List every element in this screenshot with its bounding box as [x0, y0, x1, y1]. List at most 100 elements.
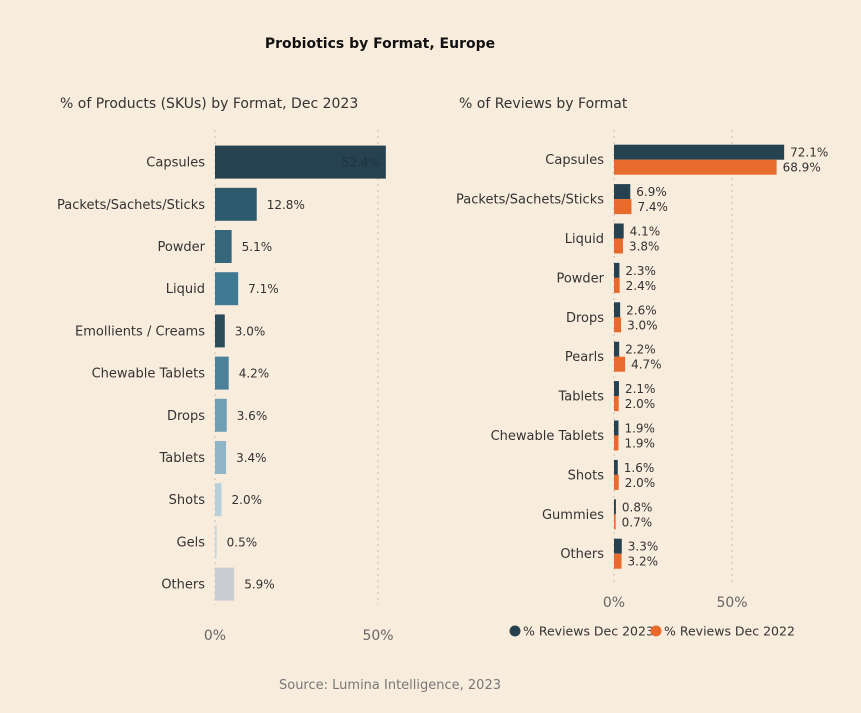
- right-category-label: Gummies: [542, 508, 604, 523]
- right-chart-title: % of Reviews by Format: [459, 96, 628, 112]
- left-x-tick-label: 50%: [362, 628, 393, 644]
- left-category-label: Emollients / Creams: [75, 324, 205, 339]
- left-category-label: Shots: [169, 493, 206, 508]
- right-value-label-2023: 6.9%: [636, 185, 667, 199]
- right-category-label: Capsules: [545, 153, 604, 168]
- left-bar: [215, 356, 229, 390]
- left-category-label: Others: [161, 578, 205, 593]
- left-value-label: 0.5%: [227, 535, 258, 549]
- right-bar-2023: [614, 223, 624, 239]
- right-bar-2023: [614, 302, 621, 318]
- legend-label-2022: % Reviews Dec 2022: [664, 624, 795, 639]
- right-value-label-2023: 0.8%: [622, 500, 653, 514]
- right-value-label-2022: 4.7%: [631, 358, 662, 372]
- right-bar-2023: [614, 538, 622, 554]
- right-bar-2023: [614, 262, 620, 278]
- legend-marker-2022: [650, 625, 662, 637]
- right-category-label: Shots: [568, 468, 605, 483]
- right-value-label-2022: 2.0%: [625, 476, 656, 490]
- right-value-label-2023: 1.9%: [624, 422, 655, 436]
- right-bar-2023: [614, 341, 620, 357]
- right-value-label-2023: 3.3%: [628, 540, 659, 554]
- right-category-label: Pearls: [565, 350, 604, 365]
- left-category-label: Packets/Sachets/Sticks: [57, 198, 205, 213]
- left-x-tick-label: 0%: [204, 628, 226, 644]
- right-value-label-2022: 1.9%: [624, 437, 655, 451]
- left-bar: [215, 483, 222, 517]
- right-category-label: Drops: [566, 311, 604, 326]
- right-value-label-2022: 3.2%: [628, 555, 659, 569]
- left-bar: [215, 187, 257, 221]
- right-bar-2023: [614, 381, 619, 397]
- left-value-label: 5.9%: [244, 578, 275, 592]
- right-value-label-2022: 2.0%: [625, 397, 656, 411]
- right-bar-2023: [614, 499, 616, 515]
- right-bar-2022: [614, 356, 626, 372]
- right-bar-2022: [614, 474, 619, 490]
- main-title: Probiotics by Format, Europe: [264, 36, 496, 52]
- left-chart-title: % of Products (SKUs) by Format, Dec 2023: [60, 96, 359, 112]
- legend-label-2023: % Reviews Dec 2023: [523, 624, 654, 639]
- left-value-label: 7.1%: [248, 282, 279, 296]
- right-value-label-2022: 2.4%: [626, 279, 657, 293]
- right-bar-2022: [614, 199, 632, 215]
- right-category-label: Others: [560, 547, 604, 562]
- right-bar-2022: [614, 514, 616, 530]
- right-value-label-2022: 7.4%: [637, 200, 668, 214]
- left-value-label: 12.8%: [267, 198, 305, 212]
- right-category-label: Packets/Sachets/Sticks: [456, 193, 604, 208]
- left-category-label: Liquid: [166, 282, 205, 297]
- right-value-label-2022: 3.0%: [627, 318, 658, 332]
- left-value-label: 2.0%: [232, 493, 263, 507]
- source-note: Source: Lumina Intelligence, 2023: [278, 678, 501, 693]
- left-category-label: Drops: [167, 409, 205, 424]
- right-value-label-2022: 3.8%: [629, 240, 660, 254]
- right-category-label: Liquid: [565, 232, 604, 247]
- right-value-label-2023: 2.1%: [625, 382, 656, 396]
- right-bar-2022: [614, 553, 622, 569]
- right-bar-2022: [614, 159, 777, 175]
- left-bar: [215, 314, 225, 348]
- left-category-label: Capsules: [146, 156, 205, 171]
- right-category-label: Powder: [556, 271, 604, 286]
- right-bar-2022: [614, 238, 623, 254]
- left-category-label: Powder: [157, 240, 205, 255]
- right-bar-2023: [614, 459, 618, 475]
- right-bar-2022: [614, 277, 620, 293]
- legend-marker-2023: [509, 625, 521, 637]
- left-bar: [215, 441, 227, 474]
- left-category-label: Chewable Tablets: [92, 367, 206, 382]
- right-bar-2023: [614, 144, 785, 160]
- right-bar-2022: [614, 396, 619, 412]
- right-value-label-2023: 2.3%: [625, 264, 656, 278]
- right-value-label-2023: 2.6%: [626, 303, 657, 317]
- right-value-label-2023: 2.2%: [625, 343, 656, 357]
- left-bar: [215, 272, 239, 306]
- left-value-label: 5.1%: [242, 240, 273, 254]
- right-x-tick-label: 0%: [603, 595, 625, 611]
- right-bar-2023: [614, 184, 631, 200]
- left-category-label: Gels: [177, 535, 206, 550]
- right-bar-2023: [614, 420, 619, 436]
- left-value-label: 52.4%: [342, 156, 380, 170]
- left-bar: [215, 145, 386, 179]
- right-bar-2022: [614, 317, 622, 333]
- left-bar: [215, 525, 217, 559]
- right-category-label: Chewable Tablets: [491, 429, 605, 444]
- left-category-label: Tablets: [159, 451, 206, 466]
- left-bar: [215, 567, 235, 601]
- left-bar: [215, 230, 232, 263]
- right-value-label-2023: 1.6%: [624, 461, 655, 475]
- left-value-label: 3.4%: [236, 451, 266, 465]
- right-x-tick-label: 50%: [716, 595, 747, 611]
- right-category-label: Tablets: [558, 390, 605, 405]
- right-value-label-2023: 4.1%: [630, 225, 661, 239]
- left-value-label: 3.0%: [235, 324, 266, 338]
- right-value-label-2023: 72.1%: [790, 146, 828, 160]
- left-value-label: 4.2%: [239, 367, 270, 381]
- left-value-label: 3.6%: [237, 409, 268, 423]
- left-bar: [215, 398, 227, 432]
- right-value-label-2022: 68.9%: [783, 161, 821, 175]
